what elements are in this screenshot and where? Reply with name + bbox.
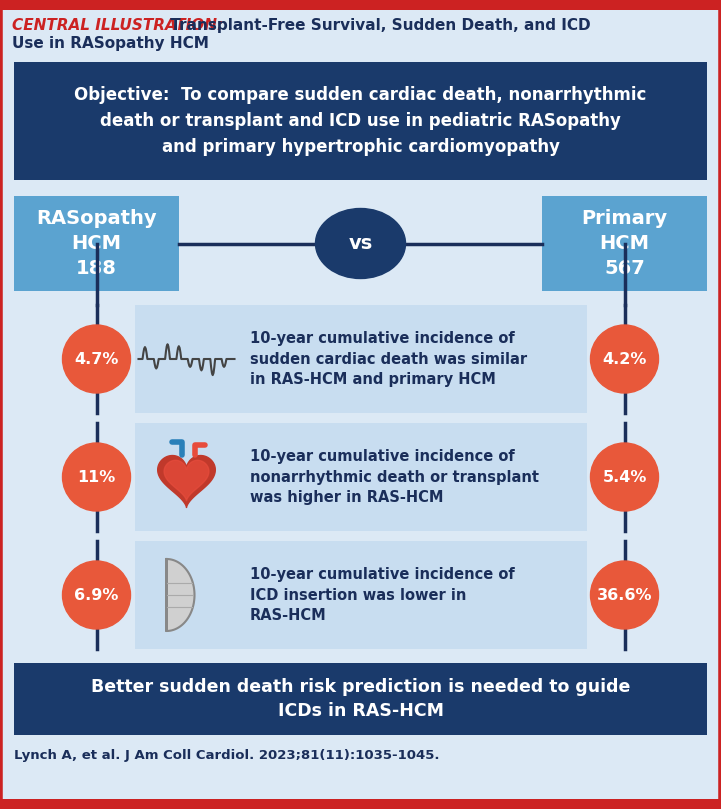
- Text: Lynch A, et al. J Am Coll Cardiol. 2023;81(11):1035-1045.: Lynch A, et al. J Am Coll Cardiol. 2023;…: [14, 749, 440, 762]
- Polygon shape: [167, 559, 195, 631]
- Circle shape: [63, 561, 131, 629]
- Circle shape: [590, 443, 658, 511]
- FancyBboxPatch shape: [0, 0, 721, 10]
- Text: 11%: 11%: [77, 469, 115, 485]
- FancyBboxPatch shape: [0, 799, 721, 809]
- Text: 6.9%: 6.9%: [74, 587, 119, 603]
- Circle shape: [63, 443, 131, 511]
- Circle shape: [590, 325, 658, 393]
- Polygon shape: [164, 460, 209, 501]
- Text: 10-year cumulative incidence of
sudden cardiac death was similar
in RAS-HCM and : 10-year cumulative incidence of sudden c…: [249, 331, 526, 387]
- FancyBboxPatch shape: [135, 423, 586, 531]
- Text: RASopathy
HCM
188: RASopathy HCM 188: [36, 209, 156, 278]
- Text: 10-year cumulative incidence of
ICD insertion was lower in
RAS-HCM: 10-year cumulative incidence of ICD inse…: [249, 567, 514, 623]
- Text: Better sudden death risk prediction is needed to guide
ICDs in RAS-HCM: Better sudden death risk prediction is n…: [91, 677, 630, 721]
- Ellipse shape: [316, 209, 405, 278]
- FancyBboxPatch shape: [542, 196, 707, 291]
- Text: Primary
HCM
567: Primary HCM 567: [581, 209, 668, 278]
- Text: vs: vs: [348, 234, 373, 253]
- Text: 10-year cumulative incidence of
nonarrhythmic death or transplant
was higher in : 10-year cumulative incidence of nonarrhy…: [249, 449, 539, 505]
- Text: CENTRAL ILLUSTRATION:: CENTRAL ILLUSTRATION:: [12, 18, 223, 33]
- Circle shape: [63, 325, 131, 393]
- Text: 5.4%: 5.4%: [602, 469, 647, 485]
- Circle shape: [590, 561, 658, 629]
- Text: 4.2%: 4.2%: [602, 351, 647, 366]
- FancyBboxPatch shape: [135, 541, 586, 649]
- FancyBboxPatch shape: [135, 305, 586, 413]
- Polygon shape: [158, 455, 216, 507]
- Text: Objective:  To compare sudden cardiac death, nonarrhythmic
death or transplant a: Objective: To compare sudden cardiac dea…: [74, 87, 647, 155]
- FancyBboxPatch shape: [14, 663, 707, 735]
- FancyBboxPatch shape: [14, 196, 179, 291]
- FancyBboxPatch shape: [14, 62, 707, 180]
- Text: Use in RASopathy HCM: Use in RASopathy HCM: [12, 36, 209, 51]
- Text: 4.7%: 4.7%: [74, 351, 119, 366]
- Text: Transplant-Free Survival, Sudden Death, and ICD: Transplant-Free Survival, Sudden Death, …: [165, 18, 590, 33]
- Text: 36.6%: 36.6%: [597, 587, 653, 603]
